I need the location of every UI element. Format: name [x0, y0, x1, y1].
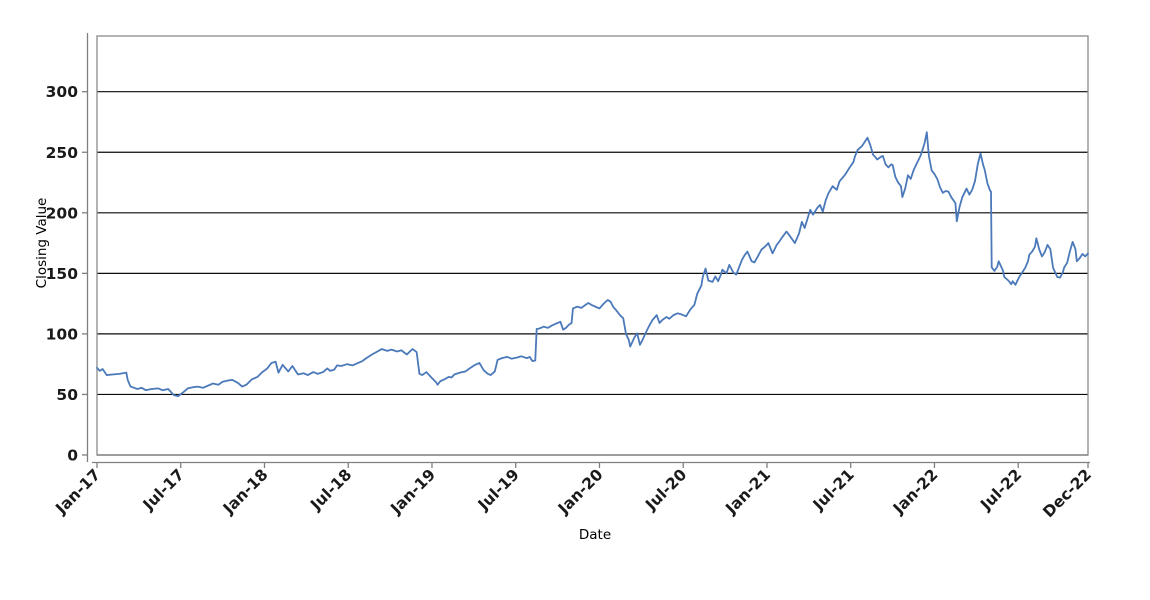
y-tick-label: 50: [56, 386, 78, 404]
x-tick-label: Jan-17: [52, 466, 105, 519]
y-tick-label: 150: [46, 265, 79, 283]
closing-value-series: [96, 131, 1089, 398]
plot-area: [97, 36, 1088, 455]
x-axis-ticks: [96, 462, 1089, 468]
x-tick-label: Jul-19: [474, 466, 523, 515]
x-tick-label: Jul-21: [809, 466, 858, 515]
x-tick-label: Jan-21: [722, 466, 775, 519]
x-tick-label: Jan-20: [554, 465, 607, 518]
x-axis-title: Date: [579, 527, 611, 543]
x-tick-label: Jan-18: [219, 466, 272, 519]
series-line-closing-value: [96, 131, 1089, 398]
x-tick-label: Jan-22: [889, 466, 942, 519]
y-tick-label: 200: [46, 204, 79, 222]
y-tick-label: 0: [67, 447, 78, 465]
horizontal-gridlines: [97, 91, 1088, 456]
plot-frame-border: [96, 35, 1089, 456]
y-axis-title: Closing Value: [34, 198, 50, 289]
y-axis-ticks: [82, 91, 88, 456]
x-tick-label: Jul-17: [139, 466, 188, 515]
y-axis-tick-labels: 0 50 100 150 200 250 300: [46, 83, 79, 464]
y-tick-label: 300: [46, 83, 79, 101]
x-tick-label: Jul-20: [641, 465, 690, 514]
y-tick-label: 250: [46, 144, 79, 162]
x-axis-tick-labels: Jan-17 Jul-17 Jan-18 Jul-18 Jan-19 Jul-19 Jan-…: [52, 465, 1096, 521]
x-tick-label: Dec-22: [1040, 466, 1096, 522]
x-tick-label: Jan-19: [387, 466, 440, 519]
x-tick-label: Jul-18: [306, 466, 355, 515]
x-tick-label: Jul-22: [976, 466, 1025, 515]
y-tick-label: 100: [46, 325, 79, 343]
